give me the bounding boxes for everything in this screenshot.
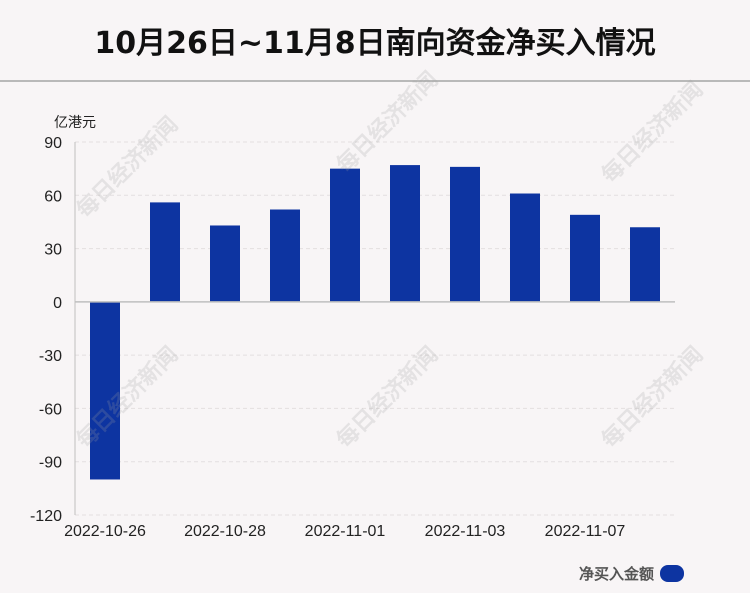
y-tick-label: 0 [53,295,62,312]
x-tick-label: 2022-10-28 [184,523,266,540]
bar [630,227,660,302]
bar [510,193,540,302]
y-tick-label: 60 [44,188,62,205]
bar [570,214,600,302]
x-tick-label: 2022-11-03 [425,523,506,540]
y-tick-label: -90 [39,455,62,472]
y-tick-label: -120 [30,508,62,525]
legend-label: 净买入金额 [578,565,654,583]
bar [210,225,240,302]
x-tick-label: 2022-11-01 [305,523,386,540]
bar [90,301,120,480]
y-tick-label: -30 [39,348,62,365]
title-divider [0,80,750,82]
bar [270,209,300,302]
bar [150,202,180,302]
x-tick-label: 2022-11-07 [545,523,626,540]
bar [450,166,480,302]
bar [330,168,360,302]
y-tick-label: 30 [44,242,62,259]
bar [390,165,420,302]
chart-legend: 净买入金额 [579,563,684,584]
y-tick-label: -60 [39,401,62,418]
legend-swatch-icon [660,565,684,582]
y-axis-unit-label: 亿港元 [54,115,96,131]
y-tick-label: 90 [44,135,62,152]
x-tick-label: 2022-10-26 [64,523,146,540]
chart-title: 10月26日~11月8日南向资金净买入情况 [94,26,656,61]
